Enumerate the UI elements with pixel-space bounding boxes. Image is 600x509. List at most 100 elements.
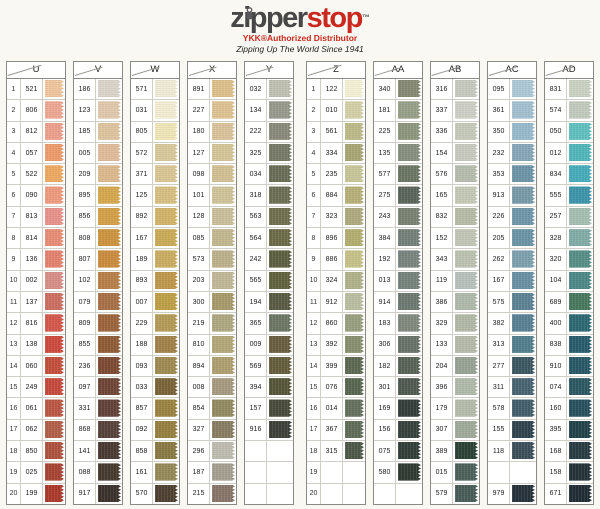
color-swatch-Y-565 (269, 272, 292, 289)
color-row: 18 315 (307, 440, 365, 462)
color-code: 158 (545, 462, 567, 483)
column-block-X: X 891 227 180 127 098 101 128 085 573 203 300 219 810… (187, 61, 237, 505)
color-code: 199 (21, 483, 43, 504)
color-code: 192 (374, 249, 396, 270)
swatch-cell (453, 441, 479, 461)
color-row: 563 (245, 205, 293, 228)
color-row: 831 (545, 79, 593, 100)
swatch-cell (396, 164, 422, 184)
color-swatch-AD-395 (569, 421, 592, 438)
color-row: 809 (74, 312, 122, 334)
color-row: 215 (188, 482, 236, 504)
color-swatch-X-854 (212, 399, 235, 416)
column-header-X: X (188, 62, 236, 79)
swatch-cell (510, 185, 536, 205)
color-code: 180 (188, 121, 210, 142)
color-row: 14 399 (307, 354, 365, 377)
color-swatch-U-025 (45, 463, 64, 480)
color-swatch-Z-392 (345, 336, 364, 353)
color-row: 979 (488, 482, 536, 504)
color-swatch-Z-315 (345, 442, 364, 459)
color-row: 340 (374, 79, 422, 100)
color-code: 313 (488, 334, 510, 355)
zipperstop-logo: zipperstop™ (230, 3, 370, 33)
row-number: 12 (7, 313, 21, 334)
color-swatch-AD-104 (569, 272, 592, 289)
color-row: 161 (131, 461, 179, 483)
swatch-cell (267, 292, 293, 312)
color-code: 155 (488, 419, 510, 441)
swatch-cell (267, 462, 293, 482)
color-row: 013 (374, 269, 422, 291)
color-row: 868 (74, 418, 122, 441)
color-swatch-U-138 (45, 336, 64, 353)
color-code: 002 (21, 270, 43, 291)
swatch-cell (43, 143, 65, 163)
color-row: 203 (188, 269, 236, 291)
color-code: 914 (374, 291, 396, 313)
color-swatch-AC-361 (512, 101, 535, 118)
color-swatch-V-917 (98, 485, 121, 502)
swatch-cell (396, 122, 422, 142)
swatch-cell (453, 164, 479, 184)
color-code (488, 462, 510, 483)
color-code: 893 (131, 270, 153, 291)
color-row: 371 (131, 163, 179, 185)
color-swatch-V-236 (98, 357, 121, 374)
swatch-cell (153, 185, 179, 205)
color-code: 156 (374, 419, 396, 441)
row-number: 13 (7, 334, 21, 355)
color-code: 386 (431, 291, 453, 313)
color-swatch-V-102 (98, 272, 121, 289)
color-code: 088 (74, 462, 96, 483)
color-code: 521 (21, 79, 43, 100)
color-row: 19 025 (7, 461, 65, 483)
zipper-pull-icon (245, 0, 254, 26)
color-row: 19 (307, 461, 365, 483)
color-swatch-AD-689 (569, 293, 592, 310)
swatch-cell (210, 79, 236, 99)
swatch-cell (567, 462, 593, 482)
swatch-cell (210, 313, 236, 333)
color-code: 912 (321, 291, 343, 313)
column-block-W: W 571 031 805 572 371 125 892 167 189 893 007 229 188… (130, 61, 180, 505)
color-swatch-X-891 (212, 80, 235, 97)
color-row: 050 (545, 120, 593, 142)
swatch-cell (396, 271, 422, 291)
swatch-cell (343, 292, 365, 312)
color-swatch-AA-075 (398, 442, 421, 459)
color-code (245, 462, 267, 483)
color-row: 10 324 (307, 269, 365, 291)
color-row: 194 (245, 290, 293, 313)
color-swatch-U-057 (45, 144, 64, 161)
color-code: 917 (74, 483, 96, 504)
swatch-cell (43, 356, 65, 376)
color-swatch-AB-307 (455, 421, 478, 438)
color-row: 031 (131, 99, 179, 121)
color-code: 578 (488, 398, 510, 419)
color-swatch-V-331 (98, 399, 121, 416)
swatch-cell (96, 398, 122, 418)
color-swatch-X-101 (212, 186, 235, 203)
color-swatch-W-092 (155, 421, 178, 438)
color-code: 242 (245, 249, 267, 270)
color-row: 3 812 (7, 120, 65, 142)
color-row: 325 (245, 141, 293, 164)
column-block-AB: AB 316 337 336 154 576 165 832 152 343 119 386 329 13… (430, 61, 480, 505)
color-row: 236 (74, 354, 122, 377)
swatch-cell (153, 79, 179, 99)
color-swatch-AD-328 (569, 229, 592, 246)
color-row: 6 090 (7, 184, 65, 206)
color-code: 812 (21, 121, 43, 142)
swatch-cell (96, 292, 122, 312)
swatch-cell (210, 100, 236, 120)
color-swatch-X-098 (212, 165, 235, 182)
swatch-cell (343, 398, 365, 418)
color-swatch-U-002 (45, 272, 64, 289)
row-number: 11 (307, 291, 321, 313)
color-swatch-AB-336 (455, 123, 478, 140)
swatch-cell (96, 79, 122, 99)
color-swatch-V-209 (98, 165, 121, 182)
color-row: 396 (431, 376, 479, 398)
color-code: 076 (321, 377, 343, 398)
